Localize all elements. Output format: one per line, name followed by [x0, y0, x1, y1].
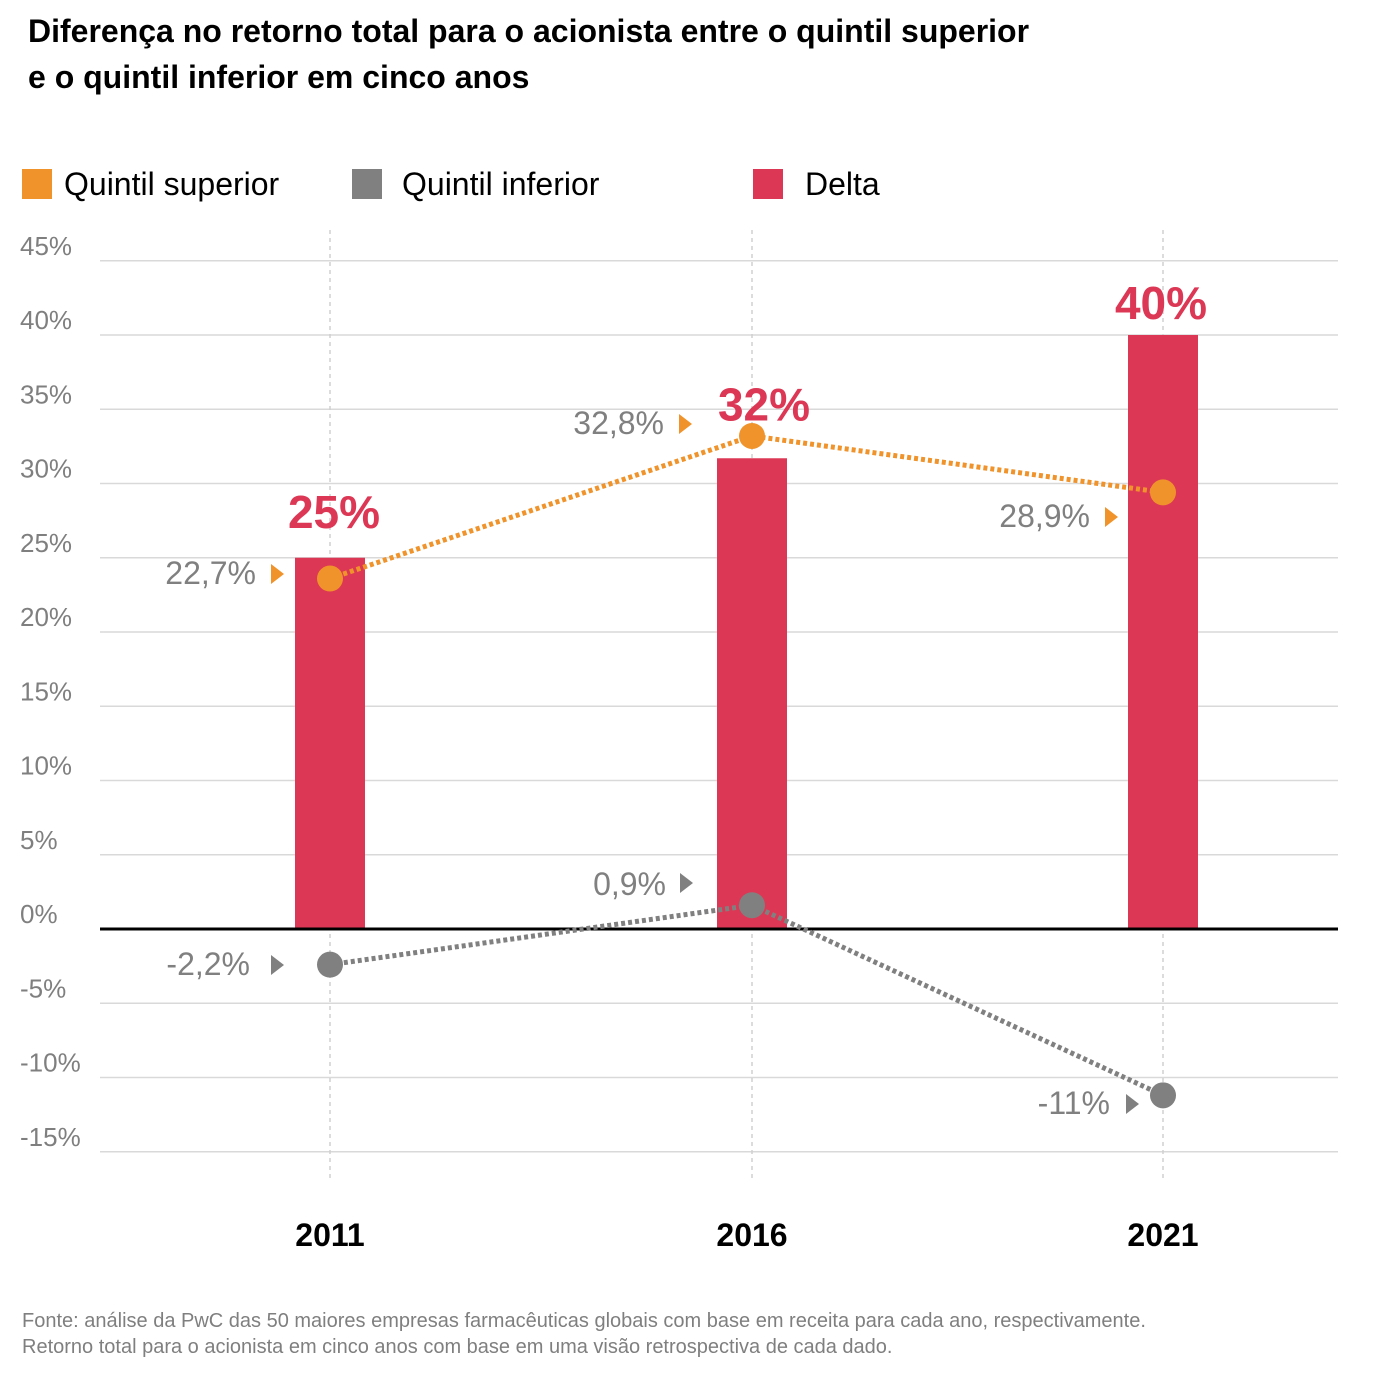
legend-swatch-quintil-superior [22, 169, 52, 199]
chart-title: Diferença no retorno total para o acioni… [28, 8, 1328, 100]
point-label-quintil-inferior-2021: -11% [1038, 1085, 1110, 1121]
chart-plot: 45% 40% 35% 30% 25% 20% 15% 10% 5% 0% -5% -10% -15% 2… [20, 230, 1338, 1253]
line-quintil-superior [329, 433, 1164, 581]
x-tick-label-2021: 2021 [1127, 1217, 1198, 1253]
point-label-quintil-superior-2021: 28,9% [999, 498, 1090, 534]
y-tick-label: 20% [20, 602, 72, 632]
pointer-triangle-icon [1105, 507, 1118, 527]
y-tick-label: 10% [20, 751, 72, 781]
bar-value-label-2021: 40% [1115, 277, 1207, 329]
y-tick-label: 15% [20, 676, 72, 706]
point-quintil-inferior-2016 [739, 892, 765, 919]
chart-legend: Quintil superior Quintil inferior Delta [22, 164, 1022, 204]
y-tick-label: 40% [20, 305, 72, 335]
chart-title-line-1: Diferença no retorno total para o acioni… [28, 13, 1030, 49]
point-label-quintil-superior-2011: 22,7% [165, 555, 256, 591]
bar-delta-2021 [1128, 335, 1198, 929]
legend-label-quintil-superior: Quintil superior [64, 165, 280, 202]
point-quintil-inferior-2011 [317, 951, 343, 978]
pointer-triangle-icon [680, 873, 693, 893]
line-quintil-inferior [329, 902, 1165, 1098]
legend-item-quintil-superior: Quintil superior [22, 164, 279, 204]
bar-delta-2016 [717, 458, 787, 929]
source-footnote: Fonte: análise da PwC das 50 maiores emp… [22, 1308, 1382, 1360]
bar-delta-2011 [295, 557, 365, 929]
y-tick-label: 35% [20, 379, 72, 409]
y-tick-label: -15% [20, 1122, 81, 1152]
point-quintil-inferior-2021 [1150, 1082, 1176, 1109]
bar-value-label-2016: 32% [718, 378, 810, 430]
point-label-quintil-inferior-2011: -2,2% [166, 946, 250, 982]
footnote-line-1: Fonte: análise da PwC das 50 maiores emp… [22, 1310, 1146, 1332]
chart-title-line-2: e o quintil inferior em cinco anos [28, 59, 530, 95]
legend-label-delta: Delta [805, 165, 880, 202]
y-tick-label: 5% [20, 825, 58, 855]
y-tick-label: -10% [20, 1048, 81, 1078]
legend-item-quintil-inferior: Quintil inferior [352, 164, 599, 204]
y-tick-label: 0% [20, 899, 58, 929]
point-label-quintil-superior-2016: 32,8% [573, 405, 664, 441]
footnote-line-2: Retorno total para o acionista em cinco … [22, 1336, 893, 1358]
pointer-triangle-icon [271, 955, 284, 975]
y-tick-label: 25% [20, 528, 72, 558]
y-tick-label: -5% [20, 973, 66, 1003]
point-quintil-superior-2011 [317, 565, 343, 592]
legend-swatch-delta [753, 169, 783, 199]
x-tick-label-2011: 2011 [295, 1217, 364, 1253]
bar-value-label-2011: 25% [288, 486, 380, 538]
point-quintil-superior-2021 [1150, 479, 1176, 506]
legend-label-quintil-inferior: Quintil inferior [402, 165, 600, 202]
pointer-triangle-icon [271, 564, 284, 584]
pointer-triangle-icon [1126, 1094, 1139, 1114]
point-quintil-superior-2016 [739, 422, 765, 449]
point-label-quintil-inferior-2016: 0,9% [593, 866, 666, 902]
y-tick-label: 30% [20, 454, 72, 484]
legend-item-delta: Delta [753, 164, 880, 204]
pointer-triangle-icon [679, 414, 692, 434]
x-tick-label-2016: 2016 [716, 1217, 787, 1253]
legend-swatch-quintil-inferior [352, 169, 382, 199]
y-tick-label: 45% [20, 231, 72, 261]
